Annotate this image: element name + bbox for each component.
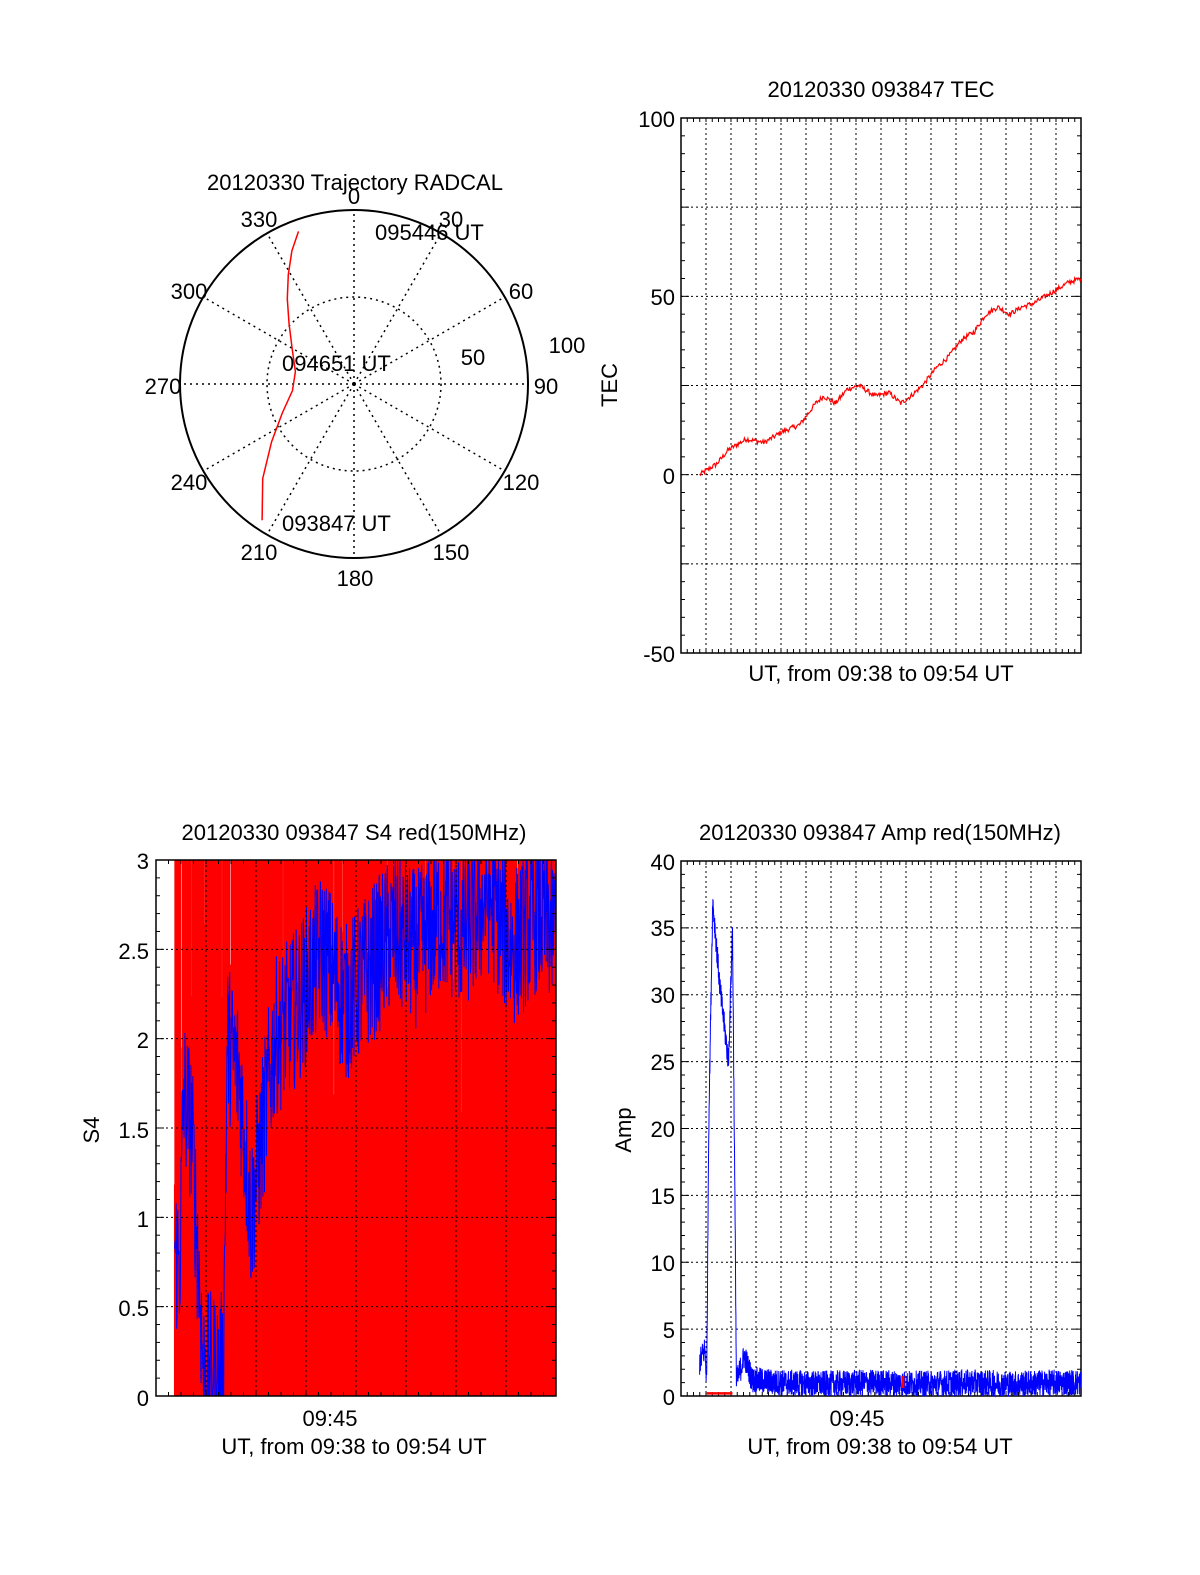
amp-ytick-0: 0 — [663, 1385, 675, 1410]
polar-spoke-60 — [353, 296, 506, 385]
polar-spoke-330 — [266, 232, 355, 385]
az-label-60: 60 — [509, 279, 533, 304]
az-label-240: 240 — [171, 470, 208, 495]
tec-ytick-minus50: -50 — [643, 642, 675, 667]
az-label-210: 210 — [241, 540, 278, 565]
s4-ytick-1.5: 1.5 — [118, 1118, 149, 1143]
polar-grid — [180, 210, 528, 558]
amp-frame — [680, 860, 1082, 1397]
radial-tick-50: 50 — [461, 345, 485, 370]
amp-xlabel: UT, from 09:38 to 09:54 UT — [747, 1434, 1012, 1459]
amp-ytick-5: 5 — [663, 1318, 675, 1343]
polar-ring-50 — [266, 296, 442, 472]
az-label-90: 90 — [534, 374, 558, 399]
az-label-300: 300 — [171, 279, 208, 304]
az-label-0: 0 — [348, 184, 360, 209]
polar-series — [261, 231, 300, 521]
s4-title: 20120330 093847 S4 red(150MHz) — [182, 820, 527, 845]
s4-ylabel: S4 — [79, 1117, 104, 1144]
polar-spoke-240 — [202, 383, 355, 472]
amp-ylabel: Amp — [611, 1107, 636, 1152]
s4-series-blue-line — [174, 859, 557, 1397]
annotation-start-time: 093847 UT — [282, 511, 391, 536]
s4-ytick-2: 2 — [137, 1028, 149, 1053]
amp-panel: 20120330 093847 Amp red(150MHz) Amp 09:4… — [611, 820, 1082, 1459]
s4-ytick-0.5: 0.5 — [118, 1296, 149, 1321]
az-label-270: 270 — [145, 374, 182, 399]
amp-ytick-20: 20 — [651, 1117, 675, 1142]
tec-xlabel: UT, from 09:38 to 09:54 UT — [748, 661, 1013, 686]
tec-panel: 20120330 093847 TEC TEC UT, from 09:38 t… — [597, 77, 1082, 686]
s4-frame — [155, 859, 557, 1397]
s4-ytick-1: 1 — [137, 1207, 149, 1232]
polar-trajectory-line-0 — [261, 231, 300, 521]
annotation-end-time: 095446 UT — [375, 220, 484, 245]
s4-xlabel: UT, from 09:38 to 09:54 UT — [221, 1434, 486, 1459]
polar-spoke-300 — [202, 296, 355, 385]
az-label-30: 30 — [439, 207, 463, 232]
tec-series-line-0 — [699, 275, 1082, 477]
polar-spoke-150 — [353, 383, 442, 536]
amp-series-blue-line — [699, 898, 1082, 1398]
polar-spoke-30 — [353, 232, 442, 385]
amp-xtick-0945: 09:45 — [829, 1406, 884, 1431]
amp-ytick-10: 10 — [651, 1251, 675, 1276]
amp-ytick-25: 25 — [651, 1050, 675, 1075]
amp-title: 20120330 093847 Amp red(150MHz) — [699, 820, 1061, 845]
tec-title: 20120330 093847 TEC — [767, 77, 994, 102]
polar-spoke-210 — [266, 383, 355, 536]
az-label-120: 120 — [503, 470, 540, 495]
tec-plot-area — [680, 117, 1082, 654]
az-label-330: 330 — [241, 207, 278, 232]
tec-frame — [680, 117, 1082, 654]
annotation-mid-time: 094651 UT — [282, 351, 391, 376]
s4-panel: 20120330 093847 S4 red(150MHz) S4 09:45 … — [79, 820, 557, 1459]
s4-ytick-2.5: 2.5 — [118, 939, 149, 964]
s4-xtick-0945: 09:45 — [302, 1406, 357, 1431]
polar-panel: 20120330 Trajectory RADCAL 0 30 60 90 12… — [145, 170, 586, 591]
az-label-150: 150 — [433, 540, 470, 565]
polar-title: 20120330 Trajectory RADCAL — [207, 170, 503, 195]
amp-plot-area — [680, 860, 1082, 1398]
polar-outer-circle — [179, 209, 529, 559]
radial-tick-100: 100 — [549, 333, 586, 358]
polar-azimuth-labels: 0 30 60 90 120 150 180 210 240 270 300 3… — [145, 184, 559, 591]
tec-ytick-0: 0 — [663, 464, 675, 489]
tec-ylabel: TEC — [597, 363, 622, 407]
tec-ytick-50: 50 — [651, 285, 675, 310]
amp-ytick-35: 35 — [651, 916, 675, 941]
amp-ytick-15: 15 — [651, 1184, 675, 1209]
s4-ytick-3: 3 — [137, 849, 149, 874]
az-label-180: 180 — [337, 566, 374, 591]
tec-ytick-100: 100 — [638, 107, 675, 132]
amp-ytick-40: 40 — [651, 850, 675, 875]
s4-ytick-0: 0 — [137, 1386, 149, 1411]
s4-plot-area — [155, 859, 557, 1397]
amp-ytick-30: 30 — [651, 983, 675, 1008]
polar-spoke-120 — [353, 383, 506, 472]
